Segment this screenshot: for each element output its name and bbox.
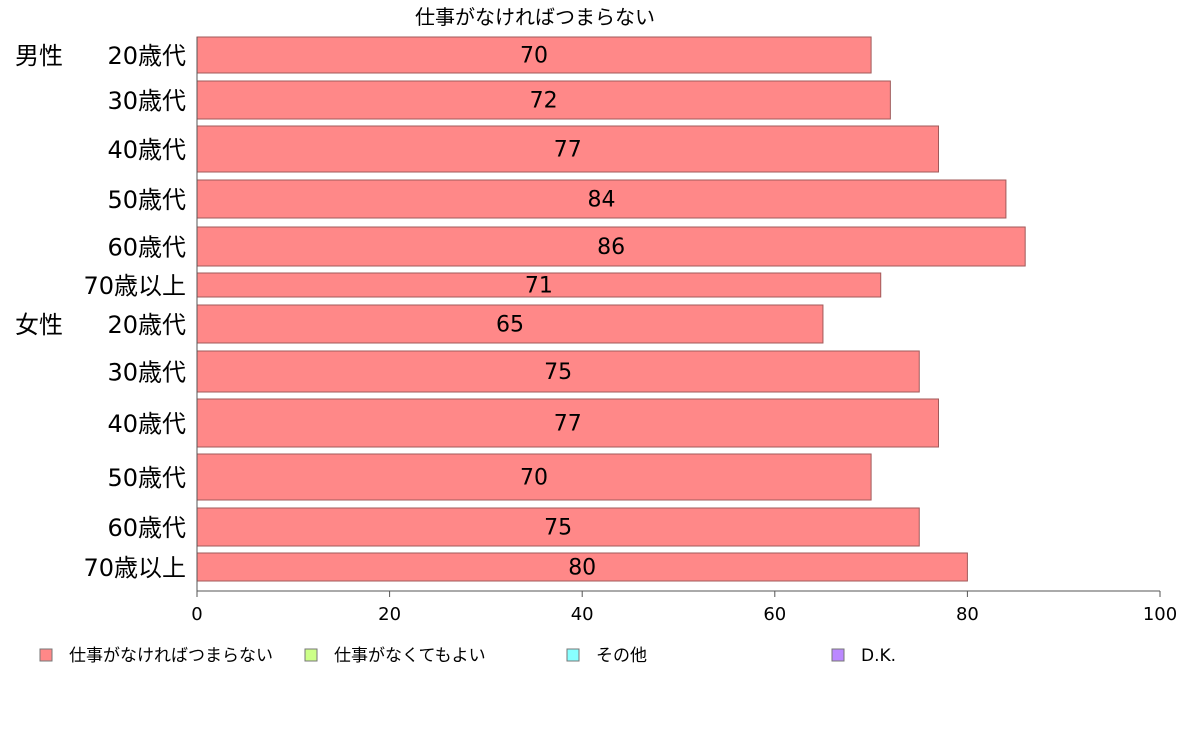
data-label-2: 72: [530, 89, 558, 114]
category-labels: 20歳代 30歳代 40歳代 50歳代 60歳代 70歳以上 20歳代 30歳代 40歳代 50歳…: [15, 42, 186, 582]
data-label-10: 70: [520, 466, 548, 491]
data-label-5: 86: [597, 235, 625, 260]
x-tick-label-40: 40: [571, 604, 594, 625]
legend-label-1: 仕事がなければつまらない: [69, 646, 273, 666]
data-label-11: 75: [544, 516, 572, 541]
data-label-4: 84: [587, 188, 615, 213]
bar-7: [196, 304, 824, 344]
category-label-4: 50歳代: [107, 186, 186, 214]
category-label-10: 50歳代: [107, 464, 186, 492]
data-label-12: 80: [568, 556, 596, 581]
legend-swatch-2: [304, 648, 318, 662]
data-label-7: 65: [496, 313, 524, 338]
legend-label-2: 仕事がなくてもよい: [334, 646, 486, 666]
bar-2: [196, 80, 891, 120]
x-tick-label-100: 100: [1143, 604, 1177, 625]
category-label-12: 70歳以上: [83, 554, 186, 582]
bar-10: [196, 453, 872, 501]
legend-swatch-4: [831, 648, 845, 662]
bar-4: [196, 179, 1007, 219]
category-label-9: 40歳代: [107, 410, 186, 438]
category-label-6: 70歳以上: [83, 272, 186, 300]
data-label-6: 71: [525, 274, 553, 299]
data-label-3: 77: [554, 138, 582, 163]
x-tick-label-60: 60: [763, 604, 786, 625]
x-axis: 0 20 40 60 80 100: [191, 37, 1177, 625]
legend: 仕事がなければつまらない 仕事がなくてもよい その他 D.K.: [39, 646, 896, 666]
data-label-8: 75: [544, 360, 572, 385]
x-tick-label-0: 0: [191, 604, 202, 625]
category-label-11: 60歳代: [107, 514, 186, 542]
category-label-7: 20歳代: [107, 311, 186, 339]
x-tick-label-20: 20: [378, 604, 401, 625]
legend-swatch-3: [566, 648, 580, 662]
legend-swatch-1: [39, 648, 53, 662]
category-label-3: 40歳代: [107, 136, 186, 164]
data-label-1: 70: [520, 44, 548, 69]
legend-label-3: その他: [596, 646, 647, 666]
category-label-1: 20歳代: [107, 42, 186, 70]
legend-label-4: D.K.: [861, 646, 896, 666]
bar-11: [196, 507, 920, 547]
chart-title: 仕事がなければつまらない: [415, 5, 655, 29]
group-label-1: 男性: [15, 42, 63, 70]
bar-5: [196, 226, 1026, 267]
data-label-9: 77: [554, 412, 582, 437]
category-label-2: 30歳代: [107, 87, 186, 115]
category-label-8: 30歳代: [107, 359, 186, 387]
bar-1: [196, 36, 872, 74]
bar-3: [196, 125, 940, 173]
group-label-2: 女性: [15, 311, 63, 339]
bar-12: [196, 552, 968, 582]
x-tick-label-80: 80: [956, 604, 979, 625]
category-label-5: 60歳代: [107, 234, 186, 262]
